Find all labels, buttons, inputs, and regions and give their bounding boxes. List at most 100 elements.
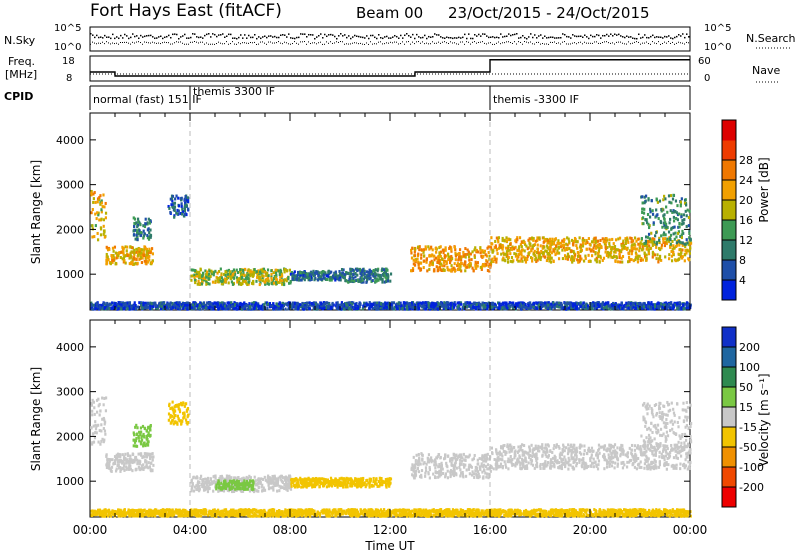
nsky-point bbox=[426, 37, 428, 40]
nsky-point bbox=[282, 34, 284, 36]
nsky-point bbox=[216, 35, 218, 38]
nsky-point bbox=[534, 34, 536, 36]
scatter-cell bbox=[383, 273, 386, 277]
scatter-cell bbox=[353, 279, 356, 283]
scatter-cell bbox=[436, 305, 439, 309]
scatter-cell bbox=[280, 304, 284, 308]
scatter-cell bbox=[490, 305, 493, 309]
scatter-cell bbox=[675, 241, 678, 245]
scatter-cell bbox=[228, 274, 231, 278]
nsky-point bbox=[530, 33, 532, 35]
scatter-cell bbox=[342, 268, 345, 272]
scatter-cell bbox=[578, 236, 581, 240]
scatter-cell bbox=[144, 304, 147, 308]
nsearch-point bbox=[272, 42, 273, 44]
scatter-cell bbox=[251, 270, 254, 274]
scatter-cell bbox=[212, 271, 216, 275]
nsky-point bbox=[648, 37, 650, 39]
scatter-cell bbox=[572, 258, 576, 262]
scatter-cell bbox=[283, 278, 287, 282]
scatter-cell bbox=[685, 224, 688, 228]
scatter-cell bbox=[382, 268, 386, 272]
scatter-cell bbox=[98, 195, 101, 199]
nsky-point bbox=[374, 36, 376, 39]
scatter-cell bbox=[566, 243, 569, 247]
scatter-cell bbox=[475, 266, 478, 270]
nsky-point bbox=[352, 36, 354, 38]
scatter-cell bbox=[460, 258, 463, 262]
scatter-cell bbox=[602, 302, 605, 306]
scatter-cell bbox=[290, 272, 293, 276]
scatter-cell bbox=[575, 301, 578, 305]
scatter-cell bbox=[666, 226, 669, 230]
scatter-cell bbox=[129, 245, 132, 249]
scatter-cell bbox=[392, 307, 396, 311]
scatter-cell bbox=[545, 237, 549, 241]
scatter-cell bbox=[596, 243, 599, 247]
nsearch-point bbox=[604, 41, 605, 43]
scatter-cell bbox=[168, 206, 171, 210]
scatter-cell bbox=[648, 244, 651, 248]
scatter-cell bbox=[119, 255, 122, 259]
scatter-cell bbox=[667, 239, 670, 243]
nsearch-point bbox=[394, 41, 395, 43]
scatter-cell bbox=[594, 258, 597, 262]
scatter-cell bbox=[90, 193, 93, 197]
nsky-point bbox=[406, 33, 408, 35]
scatter-cell bbox=[630, 236, 633, 240]
nsearch-point bbox=[424, 43, 425, 45]
scatter-cell bbox=[104, 307, 107, 311]
nsky-point bbox=[182, 35, 184, 37]
scatter-cell bbox=[668, 301, 671, 305]
scatter-cell bbox=[595, 306, 598, 310]
nsearch-point bbox=[382, 43, 383, 45]
scatter-cell bbox=[100, 304, 103, 308]
scatter-cell bbox=[366, 275, 369, 279]
scatter-cell bbox=[685, 214, 688, 218]
scatter-cell bbox=[535, 251, 538, 255]
scatter-cell bbox=[601, 237, 604, 241]
scatter-cell bbox=[481, 263, 485, 267]
scatter-cell bbox=[108, 247, 111, 251]
scatter-cell bbox=[434, 256, 438, 260]
scatter-cell bbox=[406, 307, 409, 311]
scatter-cell bbox=[359, 272, 362, 276]
nsearch-point bbox=[204, 43, 205, 45]
scatter-cell bbox=[552, 301, 555, 305]
scatter-cell bbox=[369, 269, 373, 273]
scatter-cell bbox=[616, 260, 620, 264]
scatter-cell bbox=[545, 259, 549, 263]
scatter-cell bbox=[536, 239, 539, 243]
scatter-cell bbox=[272, 304, 276, 308]
scatter-cell bbox=[678, 257, 681, 261]
scatter-cell bbox=[414, 259, 417, 263]
scatter-cell bbox=[622, 243, 626, 247]
scatter-cell bbox=[572, 249, 575, 253]
freq-panel: Freq. [MHz] 18 8 60 0 Nave bbox=[5, 55, 780, 84]
nsearch-point bbox=[98, 42, 99, 44]
scatter-cell bbox=[263, 270, 266, 274]
scatter-cell bbox=[92, 192, 95, 196]
scatter-cell bbox=[683, 201, 687, 205]
scatter-cell bbox=[490, 242, 493, 246]
freq-label: Freq. bbox=[8, 55, 35, 68]
scatter-cell bbox=[148, 221, 151, 225]
scatter-cell bbox=[665, 239, 668, 243]
power-scatter bbox=[90, 189, 693, 311]
nsky-label: N.Sky bbox=[4, 34, 36, 47]
scatter-cell bbox=[667, 230, 671, 234]
nsearch-point bbox=[450, 41, 451, 43]
nsky-point bbox=[338, 35, 340, 37]
scatter-cell bbox=[681, 241, 684, 245]
scatter-cell bbox=[489, 264, 492, 268]
nsearch-point bbox=[430, 43, 431, 45]
scatter-cell bbox=[261, 279, 264, 283]
scatter-cell bbox=[645, 306, 648, 310]
scatter-cell bbox=[660, 243, 664, 247]
scatter-cell bbox=[182, 306, 185, 310]
nsky-point bbox=[316, 36, 318, 38]
scatter-cell bbox=[539, 255, 543, 259]
nsky-point bbox=[268, 35, 270, 37]
nsearch-point bbox=[108, 42, 109, 44]
nsearch-point bbox=[288, 43, 289, 45]
